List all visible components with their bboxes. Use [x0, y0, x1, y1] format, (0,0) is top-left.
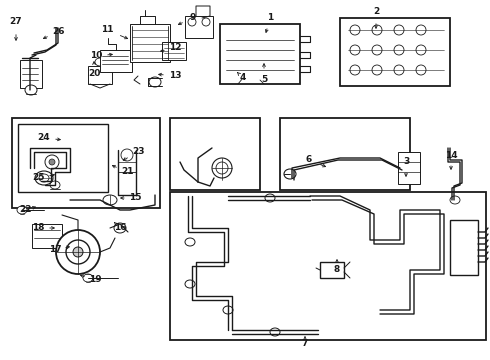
Ellipse shape — [350, 65, 360, 75]
Text: 20: 20 — [88, 69, 100, 78]
Ellipse shape — [188, 18, 196, 26]
Ellipse shape — [394, 45, 404, 55]
Bar — [162, 42, 186, 60]
Ellipse shape — [39, 174, 49, 182]
Ellipse shape — [83, 274, 93, 282]
Ellipse shape — [416, 65, 426, 75]
Ellipse shape — [223, 306, 233, 314]
Text: 9: 9 — [190, 13, 196, 22]
Ellipse shape — [56, 230, 100, 274]
Ellipse shape — [372, 45, 382, 55]
Text: 2: 2 — [373, 8, 379, 17]
Ellipse shape — [121, 149, 133, 161]
Text: 6: 6 — [306, 156, 312, 165]
Ellipse shape — [216, 162, 228, 174]
Bar — [185, 16, 213, 38]
Text: 4: 4 — [240, 73, 246, 82]
Text: 21: 21 — [121, 167, 133, 176]
Text: 10: 10 — [90, 51, 102, 60]
Text: 14: 14 — [445, 150, 457, 159]
Ellipse shape — [50, 181, 60, 189]
Bar — [170, 192, 486, 340]
Text: 23: 23 — [132, 148, 144, 157]
Ellipse shape — [114, 223, 126, 233]
Ellipse shape — [394, 25, 404, 35]
Text: 7: 7 — [302, 339, 308, 348]
Ellipse shape — [17, 206, 27, 214]
Ellipse shape — [66, 240, 90, 264]
Ellipse shape — [49, 159, 55, 165]
Text: 13: 13 — [169, 72, 181, 81]
Text: 27: 27 — [10, 18, 23, 27]
Bar — [450, 220, 478, 275]
Text: 5: 5 — [261, 76, 267, 85]
Ellipse shape — [185, 280, 195, 288]
Ellipse shape — [416, 25, 426, 35]
Bar — [170, 118, 260, 190]
Text: 3: 3 — [403, 158, 409, 166]
Ellipse shape — [212, 158, 232, 178]
Bar — [12, 118, 160, 208]
Ellipse shape — [265, 194, 275, 202]
Bar — [88, 66, 112, 84]
Ellipse shape — [450, 196, 460, 204]
Text: 26: 26 — [52, 27, 64, 36]
Text: 8: 8 — [334, 266, 340, 274]
Ellipse shape — [149, 77, 161, 87]
Bar — [130, 24, 170, 62]
Text: 1: 1 — [267, 13, 273, 22]
Ellipse shape — [25, 85, 37, 95]
Bar — [340, 18, 450, 86]
Ellipse shape — [350, 25, 360, 35]
Bar — [20, 60, 42, 88]
Text: 19: 19 — [89, 275, 101, 284]
Bar — [398, 152, 420, 184]
Text: 24: 24 — [38, 134, 50, 143]
Ellipse shape — [202, 18, 210, 26]
Ellipse shape — [350, 45, 360, 55]
Ellipse shape — [45, 155, 59, 169]
Bar — [320, 262, 344, 278]
Ellipse shape — [185, 238, 195, 246]
Ellipse shape — [95, 58, 105, 66]
Bar — [32, 224, 62, 248]
Ellipse shape — [394, 65, 404, 75]
Ellipse shape — [270, 328, 280, 336]
Ellipse shape — [35, 171, 53, 185]
Bar — [18, 124, 108, 192]
Text: 25: 25 — [32, 174, 44, 183]
Ellipse shape — [372, 65, 382, 75]
Text: 11: 11 — [101, 26, 113, 35]
Ellipse shape — [372, 25, 382, 35]
Text: 16: 16 — [114, 224, 126, 233]
Text: 18: 18 — [32, 224, 44, 233]
Ellipse shape — [284, 169, 296, 179]
Bar — [220, 24, 300, 84]
Ellipse shape — [416, 45, 426, 55]
Bar — [280, 118, 410, 190]
Text: 15: 15 — [129, 194, 141, 202]
Text: 12: 12 — [169, 44, 181, 53]
Text: 17: 17 — [49, 246, 61, 255]
Ellipse shape — [103, 195, 117, 205]
Bar — [100, 50, 132, 72]
Ellipse shape — [73, 247, 83, 257]
Text: 22: 22 — [19, 206, 31, 215]
